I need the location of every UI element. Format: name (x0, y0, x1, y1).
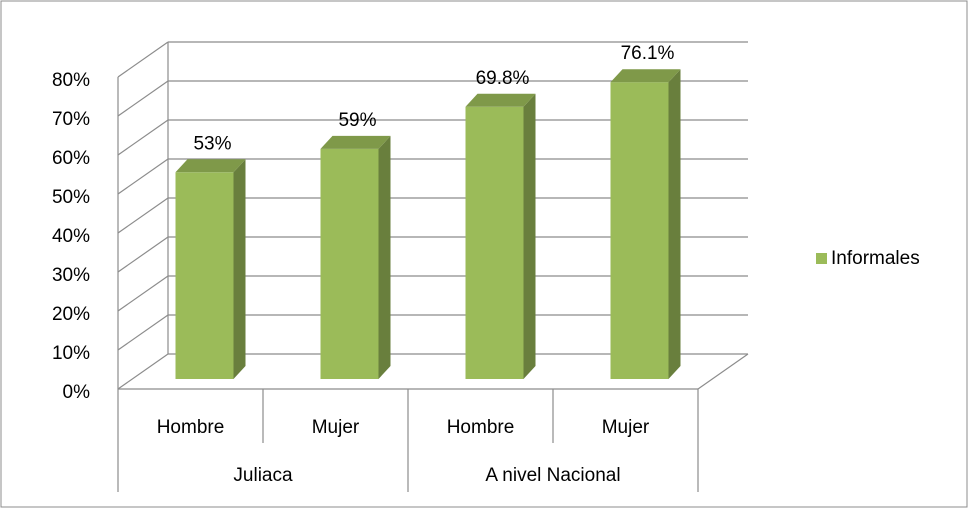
bar-side (668, 69, 681, 380)
data-label: 59% (338, 110, 376, 131)
grid-line (117, 353, 169, 390)
y-tick-label: 70% (52, 109, 90, 130)
y-tick-label: 30% (52, 265, 90, 286)
group-label: Juliaca (233, 465, 293, 486)
y-tick-label: 10% (52, 343, 90, 364)
grid-line (117, 314, 169, 351)
bar-front (175, 172, 234, 379)
data-label: 53% (193, 133, 231, 154)
grid-line (117, 41, 169, 78)
bar-side (523, 93, 536, 379)
bar-front (610, 82, 669, 380)
data-label: 76.1% (621, 43, 675, 64)
data-label: 69.8% (476, 68, 530, 89)
bar-top (320, 135, 391, 149)
y-tick-label: 40% (52, 226, 90, 247)
y-tick-label: 50% (52, 187, 90, 208)
grid-line (117, 275, 169, 312)
grid-line (117, 158, 169, 195)
x-tick-label: Mujer (312, 417, 360, 438)
bar-top (175, 159, 246, 173)
grid-line (117, 119, 169, 156)
legend-swatch (816, 253, 827, 264)
grid-line (117, 197, 169, 234)
bar-top (465, 93, 536, 107)
grid-line (117, 80, 169, 117)
x-tick-label: Hombre (447, 417, 515, 438)
floor-edge (697, 353, 749, 390)
x-tick-label: Mujer (602, 417, 650, 438)
bar-front (320, 148, 379, 379)
bar-side (378, 135, 391, 379)
x-tick-label: Hombre (157, 417, 225, 438)
y-tick-label: 0% (63, 382, 91, 403)
bar-top (610, 69, 681, 83)
bar-front (465, 106, 524, 379)
y-tick-label: 60% (52, 148, 90, 169)
y-tick-label: 20% (52, 304, 90, 325)
bar-side (233, 159, 246, 379)
grid-line (117, 236, 169, 273)
y-tick-label: 80% (52, 70, 90, 91)
legend-label: Informales (831, 248, 920, 269)
group-label: A nivel Nacional (485, 465, 620, 486)
